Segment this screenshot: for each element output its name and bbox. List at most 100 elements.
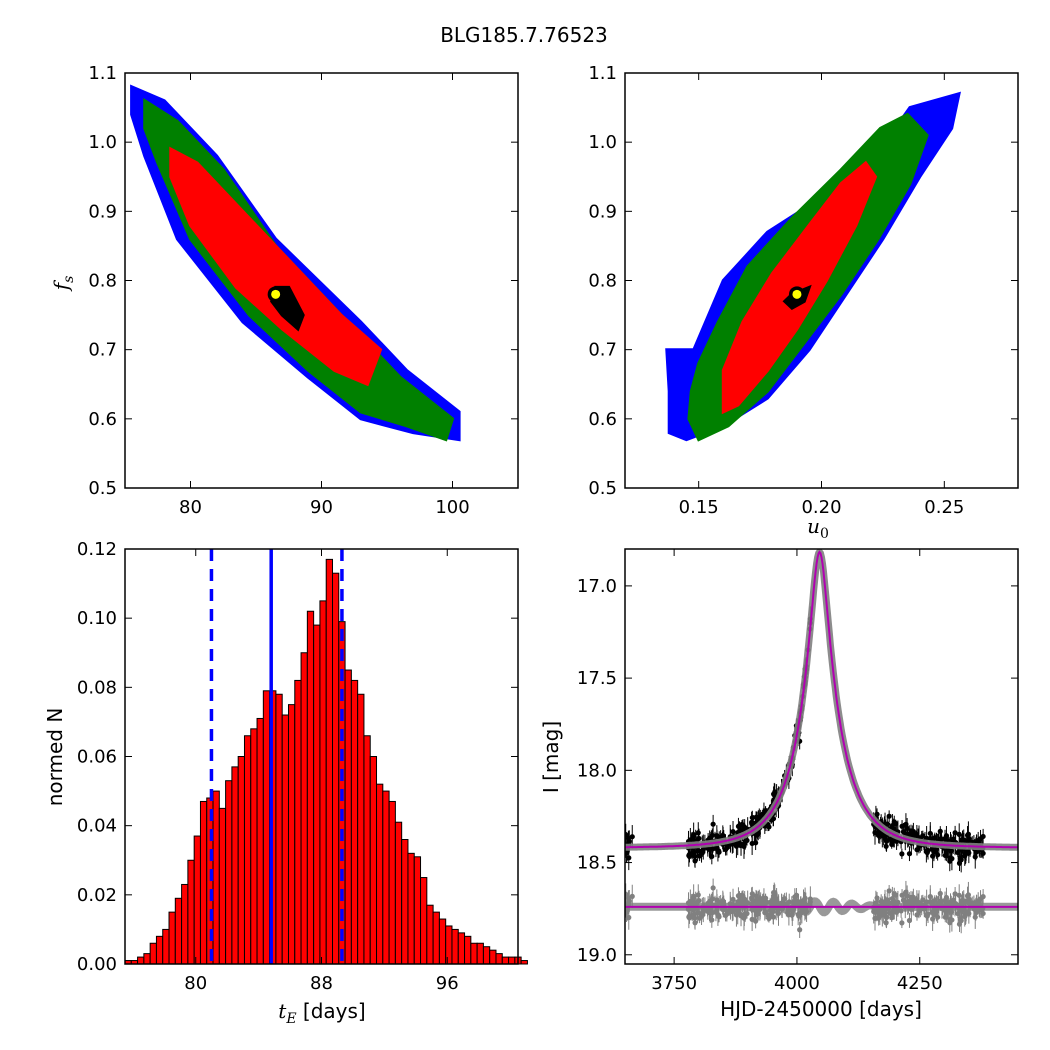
histogram-bar <box>137 956 145 965</box>
observation-point <box>929 846 935 852</box>
histogram-bar <box>501 956 510 965</box>
residual-point <box>906 917 913 924</box>
ax4-ytick-label: 18.0 <box>577 760 617 781</box>
region-1sigma <box>169 146 383 387</box>
histogram-bar <box>508 956 516 965</box>
histogram-bar <box>432 911 440 965</box>
residual-point <box>775 910 781 916</box>
observation-point <box>766 824 772 830</box>
ax4-xtick-label: 3750 <box>651 973 697 994</box>
residual-point <box>771 892 777 898</box>
histogram-bar <box>319 600 327 965</box>
histogram-bar <box>143 953 151 965</box>
histogram-bar <box>275 693 283 965</box>
residual-point <box>741 915 747 921</box>
histogram-bar <box>520 960 528 965</box>
observation-point <box>690 833 697 839</box>
ax1-xtick-label: 80 <box>179 497 202 518</box>
histogram-bar <box>438 918 447 965</box>
ax1-ytick-label: 1.0 <box>88 132 117 153</box>
histogram-bar <box>357 693 365 965</box>
histogram-bar <box>212 790 220 965</box>
histogram-bar <box>489 949 497 965</box>
observation-point <box>966 850 972 856</box>
histogram-bar <box>287 704 296 965</box>
light-curve-ylabel: I [mag] <box>539 721 563 793</box>
residual-point <box>690 895 697 901</box>
model-curve <box>625 550 1018 849</box>
histogram-bar <box>155 935 164 965</box>
histogram-bar <box>325 558 334 965</box>
observation-point <box>696 835 702 842</box>
residual-point <box>749 916 755 922</box>
histogram-bar <box>256 717 264 965</box>
histogram-bar <box>237 756 245 965</box>
histogram-bar <box>394 821 403 965</box>
residual-point <box>766 915 772 922</box>
fs-u0-ticks: 0.15 0.20 0.25 0.5 0.6 0.7 0.8 0.9 1.0 1.1 <box>588 63 1018 518</box>
ax1-xtick-label: 90 <box>310 497 333 518</box>
observation-point <box>716 848 722 854</box>
observation-point <box>710 821 716 827</box>
residual-point <box>956 892 962 898</box>
light-curve-xlabel: HJD-2450000 [days] <box>720 997 922 1021</box>
residual-point <box>689 912 695 918</box>
ax2-xtick-label: 0.15 <box>679 497 719 518</box>
observation-point <box>942 852 948 859</box>
histogram-bar <box>162 928 170 965</box>
observation-point <box>899 851 905 857</box>
histogram-bar <box>294 679 302 965</box>
best-fit-marker-core <box>271 289 281 299</box>
residual-point <box>792 894 798 900</box>
histogram-bar <box>168 911 176 965</box>
histogram-bar <box>495 953 503 965</box>
fs-te-density-map <box>130 84 461 442</box>
ax3-ytick-label: 0.02 <box>77 885 117 906</box>
observation-point <box>906 851 913 857</box>
residual-point <box>763 895 769 901</box>
histogram-bar <box>281 714 289 965</box>
ax1-ytick-label: 0.5 <box>88 478 117 499</box>
histogram-bar <box>388 800 396 965</box>
histogram-bar <box>181 883 189 965</box>
observation-point <box>714 833 720 839</box>
residual-point <box>692 920 698 926</box>
residual-point <box>695 892 701 898</box>
residual-point <box>687 898 693 904</box>
observation-point <box>956 860 963 866</box>
residual-point <box>962 914 968 920</box>
model-uncertainty-band <box>625 549 1018 851</box>
residual-point <box>957 916 963 922</box>
ax3-ytick-label: 0.06 <box>77 747 117 768</box>
residual-point <box>716 912 722 918</box>
ax4-ytick-label: 17.5 <box>577 668 617 689</box>
observation-point <box>735 823 742 829</box>
light-curve-axes-frame <box>624 548 1019 965</box>
residual-point <box>956 921 963 927</box>
observation-point <box>904 825 910 831</box>
residual-point <box>883 910 889 916</box>
observation-point <box>689 850 695 856</box>
histogram-bar <box>332 572 340 965</box>
histogram-bar <box>225 780 233 965</box>
te-histogram-ylabel: normed N <box>43 708 67 807</box>
histogram-bar <box>476 942 484 965</box>
residual-point <box>735 893 742 899</box>
histogram-bar <box>464 935 472 965</box>
observation-point <box>927 835 933 841</box>
residual-point <box>947 920 953 926</box>
residual-point <box>744 910 750 917</box>
histogram-bar <box>262 690 271 965</box>
histogram-bar <box>306 610 315 965</box>
histogram-bar <box>300 652 308 965</box>
histogram-bar <box>420 877 428 965</box>
residual-point <box>626 898 632 905</box>
ax2-ytick-label: 1.1 <box>588 63 617 84</box>
ax4-ytick-label: 18.5 <box>577 853 617 874</box>
residual-point <box>696 910 702 916</box>
ax3-xtick-label: 88 <box>310 973 333 994</box>
light-curve-contents <box>625 549 1018 938</box>
te-histogram-bars <box>124 549 528 965</box>
histogram-bar <box>243 735 252 965</box>
